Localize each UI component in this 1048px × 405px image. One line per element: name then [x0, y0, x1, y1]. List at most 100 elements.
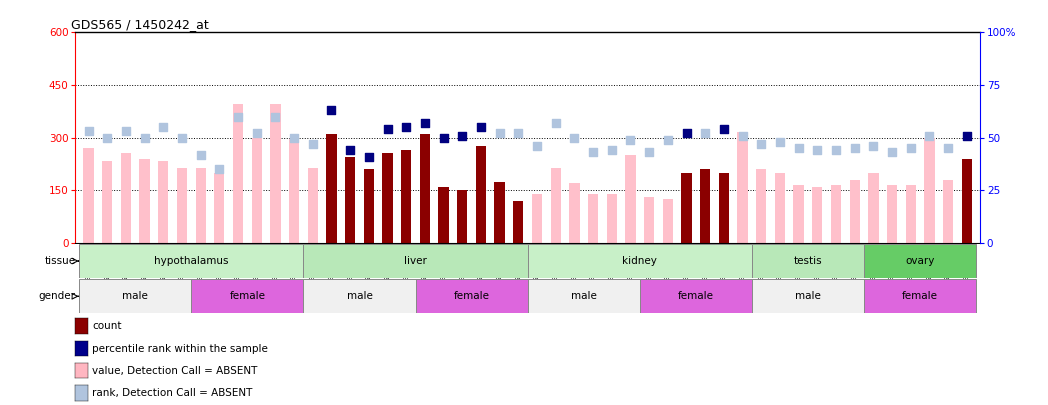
Bar: [214, 173, 224, 243]
Text: male: male: [571, 291, 596, 301]
Text: rank, Detection Call = ABSENT: rank, Detection Call = ABSENT: [92, 388, 253, 398]
Text: GDS565 / 1450242_at: GDS565 / 1450242_at: [71, 18, 209, 31]
Bar: [751, 244, 864, 278]
Point: [211, 166, 227, 173]
Text: kidney: kidney: [623, 256, 657, 266]
Point: [230, 113, 246, 120]
Text: liver: liver: [405, 256, 427, 266]
Point: [117, 128, 134, 134]
Bar: [364, 169, 374, 243]
Text: tissue: tissue: [45, 256, 75, 266]
Point: [623, 136, 639, 143]
Text: gender: gender: [39, 291, 75, 301]
Bar: [887, 185, 897, 243]
Point: [99, 134, 115, 141]
Point: [323, 107, 340, 113]
Bar: [383, 153, 393, 243]
Point: [361, 153, 377, 160]
Point: [342, 147, 358, 153]
Bar: [700, 169, 711, 243]
Point: [528, 143, 545, 149]
Bar: [495, 181, 505, 243]
Point: [640, 149, 657, 156]
Point: [192, 151, 209, 158]
Bar: [527, 279, 639, 313]
Bar: [719, 173, 729, 243]
Point: [790, 145, 807, 151]
Bar: [401, 150, 412, 243]
Point: [547, 120, 564, 126]
Bar: [80, 244, 304, 278]
Point: [174, 134, 191, 141]
Bar: [80, 279, 192, 313]
Bar: [607, 194, 617, 243]
Point: [510, 130, 527, 137]
Bar: [774, 173, 785, 243]
Point: [735, 132, 751, 139]
Point: [566, 134, 583, 141]
Bar: [738, 132, 747, 243]
Bar: [308, 168, 318, 243]
Bar: [196, 168, 205, 243]
Bar: [476, 147, 486, 243]
Bar: [639, 279, 751, 313]
Bar: [326, 134, 336, 243]
Text: value, Detection Call = ABSENT: value, Detection Call = ABSENT: [92, 366, 258, 376]
Bar: [345, 157, 355, 243]
Bar: [121, 153, 131, 243]
Point: [604, 147, 620, 153]
Bar: [84, 148, 93, 243]
Bar: [588, 194, 598, 243]
Bar: [416, 279, 527, 313]
Text: ovary: ovary: [905, 256, 935, 266]
Point: [752, 141, 769, 147]
Bar: [233, 104, 243, 243]
Point: [865, 143, 881, 149]
Point: [267, 113, 284, 120]
Bar: [252, 138, 262, 243]
Point: [659, 136, 676, 143]
Bar: [158, 160, 169, 243]
Bar: [438, 187, 449, 243]
Bar: [527, 244, 751, 278]
Point: [435, 134, 452, 141]
Point: [155, 124, 172, 130]
Point: [940, 145, 957, 151]
Point: [379, 126, 396, 132]
Bar: [550, 168, 561, 243]
Bar: [756, 169, 766, 243]
Bar: [681, 173, 692, 243]
Point: [136, 134, 153, 141]
Text: hypothalamus: hypothalamus: [154, 256, 228, 266]
Point: [473, 124, 489, 130]
Bar: [662, 199, 673, 243]
Point: [454, 132, 471, 139]
Point: [847, 145, 864, 151]
Bar: [177, 168, 188, 243]
Point: [398, 124, 415, 130]
Point: [828, 147, 845, 153]
Bar: [289, 139, 300, 243]
Text: female: female: [902, 291, 938, 301]
Point: [697, 130, 714, 137]
Bar: [102, 160, 112, 243]
Bar: [864, 279, 976, 313]
Point: [248, 130, 265, 137]
Bar: [812, 187, 823, 243]
Text: percentile rank within the sample: percentile rank within the sample: [92, 344, 268, 354]
Bar: [139, 159, 150, 243]
Point: [416, 120, 433, 126]
Text: male: male: [347, 291, 372, 301]
Bar: [514, 201, 523, 243]
Bar: [569, 183, 580, 243]
Point: [304, 141, 321, 147]
Bar: [304, 244, 527, 278]
Point: [921, 132, 938, 139]
Text: female: female: [678, 291, 714, 301]
Bar: [831, 185, 842, 243]
Bar: [751, 279, 864, 313]
Bar: [850, 180, 859, 243]
Bar: [626, 155, 635, 243]
Bar: [962, 159, 971, 243]
Point: [716, 126, 733, 132]
